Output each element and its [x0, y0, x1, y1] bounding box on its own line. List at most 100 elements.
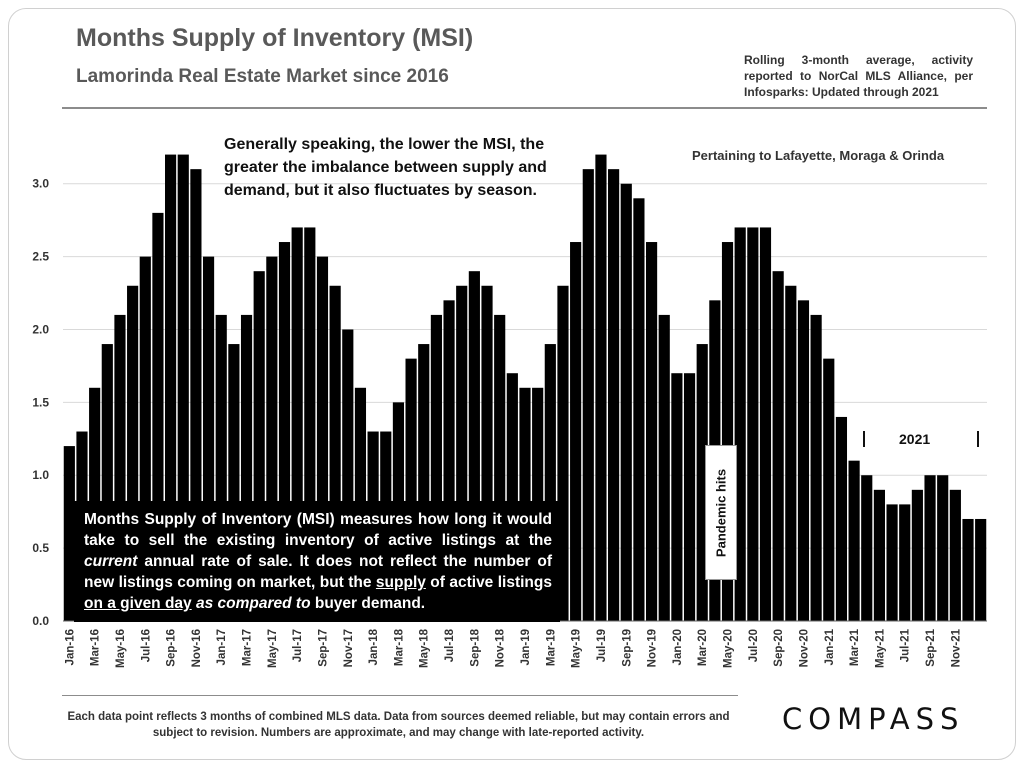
bar-May-20: [721, 242, 734, 621]
y-tick-label: 0.0: [32, 614, 49, 628]
bar-Apr-21: [861, 475, 873, 621]
x-tick-label: May-20: [723, 629, 735, 668]
bar-Jun-18: [430, 314, 442, 621]
x-tick-label: Jul-18: [444, 628, 456, 662]
definition-part-2: annual rate of sale. It does not reflect…: [84, 553, 552, 591]
x-tick-label: May-18: [419, 628, 431, 668]
bar-Aug-16: [152, 212, 164, 621]
x-tick-label: Jan-18: [368, 628, 380, 665]
chart-title: Months Supply of Inventory (MSI): [76, 24, 474, 52]
bar-Nov-18: [494, 314, 506, 621]
bar-Oct-17: [329, 285, 341, 621]
x-tick-label: Jan-20: [672, 629, 684, 665]
x-tick-label: Jul-19: [596, 629, 608, 662]
x-tick-label: Jan-17: [216, 629, 228, 665]
bar-Jan-17: [215, 314, 227, 621]
bar-Feb-21: [835, 416, 848, 621]
bar-May-17: [266, 256, 278, 621]
bar-Aug-18: [456, 285, 468, 621]
bar-Feb-20: [683, 373, 696, 621]
definition-part-5: buyer demand.: [310, 595, 426, 612]
x-tick-label: Sep-17: [317, 629, 329, 667]
bar-Sep-18: [468, 271, 480, 621]
bar-Mar-19: [544, 344, 556, 621]
annotation-area: Pertaining to Lafayette, Moraga & Orinda: [692, 148, 945, 163]
bar-Jun-21: [886, 504, 898, 621]
x-tick-label: Mar-16: [90, 629, 102, 666]
y-tick-label: 1.5: [32, 395, 49, 409]
year-2021-start-marker: [863, 431, 865, 447]
bar-Jul-20: [747, 227, 759, 621]
bar-Oct-21: [937, 475, 949, 621]
bar-Jun-19: [582, 169, 594, 621]
x-tick-label: Jul-16: [140, 629, 152, 662]
definition-part-3: of active listings: [425, 574, 552, 591]
bar-Nov-20: [797, 300, 810, 621]
bar-Jul-16: [139, 256, 151, 621]
bar-Jul-18: [443, 300, 455, 621]
year-2021-end-marker: [977, 431, 979, 447]
y-tick-label: 0.5: [32, 541, 49, 555]
bar-Jan-21: [823, 358, 835, 621]
bar-Sep-21: [924, 475, 936, 621]
bar-Dec-21: [962, 518, 974, 621]
bar-Oct-16: [177, 154, 189, 621]
bar-Jun-20: [734, 227, 746, 621]
y-tick-label: 2.5: [32, 250, 49, 264]
compass-logo: COMPASS: [782, 702, 965, 736]
x-tick-label: Nov-19: [647, 629, 659, 667]
x-tick-label: Mar-20: [697, 629, 709, 666]
x-tick-label: May-16: [115, 629, 127, 668]
bar-May-21: [873, 489, 885, 621]
bar-Mar-17: [240, 314, 253, 621]
bar-Nov-17: [342, 329, 354, 621]
x-tick-label: Jul-20: [748, 629, 760, 662]
bar-Aug-20: [759, 227, 772, 621]
pandemic-label: Pandemic hits: [713, 468, 729, 557]
bar-Aug-21: [911, 489, 923, 621]
bar-Oct-20: [785, 285, 797, 621]
definition-emphasis-compared: as compared to: [195, 595, 311, 612]
bar-Jun-17: [278, 242, 291, 621]
bar-Apr-16: [101, 344, 113, 621]
x-tick-label: Sep-16: [166, 629, 178, 667]
definition-underline-supply: supply: [375, 574, 426, 591]
x-tick-label: Sep-18: [469, 628, 481, 666]
x-tick-label: Sep-20: [773, 629, 785, 667]
x-tick-label: Sep-21: [925, 628, 937, 666]
bar-Oct-19: [633, 198, 645, 622]
x-tick-label: Nov-17: [343, 629, 355, 667]
bar-Jul-17: [291, 227, 303, 621]
bar-Sep-16: [165, 154, 177, 621]
x-tick-label: Mar-17: [242, 629, 254, 666]
footer-divider: [62, 695, 738, 696]
x-tick-label: May-21: [874, 628, 886, 668]
definition-underline-given-day: on a given day: [84, 595, 192, 612]
bar-Sep-19: [620, 183, 632, 622]
x-tick-label: Nov-20: [798, 629, 810, 667]
x-tick-label: Mar-21: [849, 628, 861, 666]
source-note: Rolling 3-month average, activity report…: [744, 53, 973, 99]
bar-Feb-17: [228, 344, 240, 621]
header-divider: [62, 107, 987, 109]
x-tick-label: Nov-16: [191, 629, 203, 667]
x-tick-label: Jan-21: [824, 628, 836, 665]
bar-Sep-17: [316, 256, 329, 621]
axes: 0.0 0.5 1.0 1.5 2.0 2.5 3.0 Jan-16 Mar-16 May-16 J…: [32, 177, 987, 668]
bar-Oct-18: [481, 285, 493, 621]
x-tick-label: Mar-19: [545, 629, 557, 666]
bar-Mar-21: [848, 460, 860, 621]
x-tick-label: Nov-21: [950, 628, 962, 667]
bar-Jun-16: [127, 285, 139, 621]
x-tick-label: Jul-17: [292, 629, 304, 662]
definition-box: Months Supply of Inventory (MSI) measure…: [74, 501, 560, 622]
bar-Apr-19: [557, 285, 569, 621]
definition-text: Months Supply of Inventory (MSI) measure…: [84, 509, 552, 614]
bar-undefined: [975, 518, 987, 621]
x-tick-label: May-19: [571, 629, 583, 668]
bar-May-16: [114, 314, 126, 621]
bar-May-19: [570, 242, 582, 621]
bar-Nov-16: [190, 169, 202, 621]
bar-Dec-16: [202, 256, 215, 621]
